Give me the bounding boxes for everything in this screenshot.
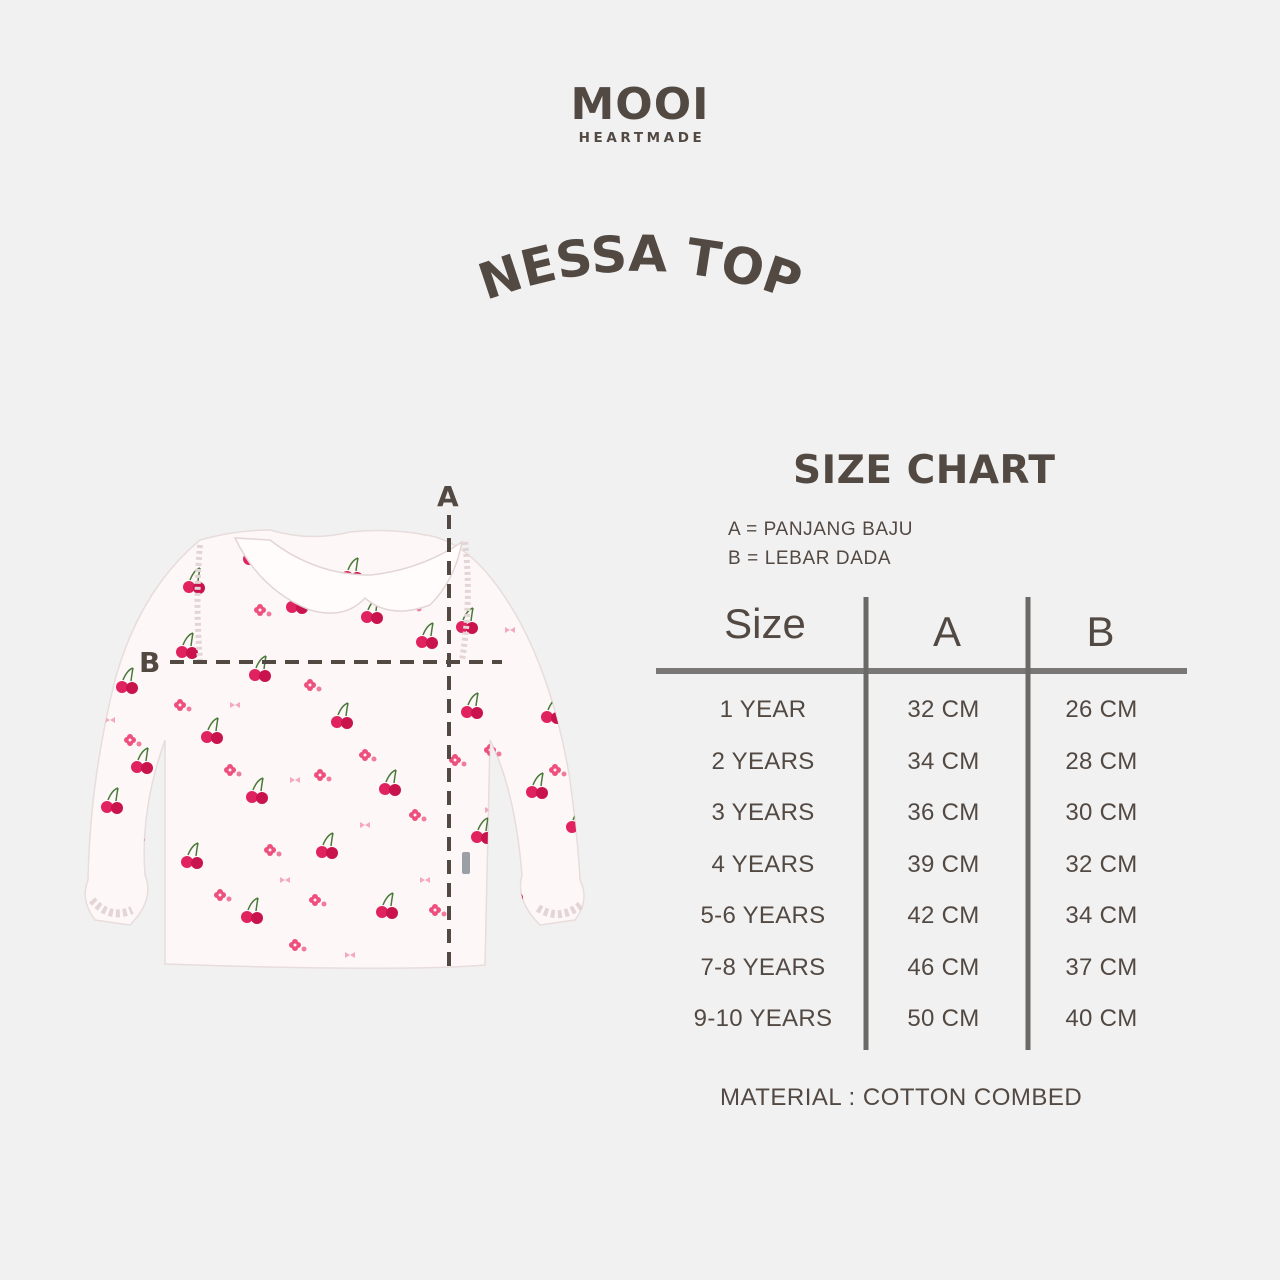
cell-a: 36 CM	[907, 799, 980, 826]
cell-b: 26 CM	[1065, 696, 1138, 723]
legend-b: B = LEBAR DADA	[728, 548, 892, 569]
size-chart-title: SIZE CHART	[793, 448, 1056, 493]
cell-size: 2 YEARS	[711, 747, 815, 775]
cell-a: 42 CM	[907, 902, 980, 929]
cell-a: 34 CM	[907, 747, 980, 775]
cell-size: 4 YEARS	[711, 850, 815, 878]
cell-a: 50 CM	[907, 1005, 980, 1032]
product-title: NESSA TOP	[471, 225, 808, 312]
cell-size: 7-8 YEARS	[700, 953, 826, 981]
measure-label-a: A	[437, 480, 459, 513]
cell-size: 1 YEAR	[719, 696, 807, 723]
brand-tagline: HEARTMADE	[578, 130, 706, 146]
garment-illustration	[84, 515, 585, 975]
cell-b: 30 CM	[1065, 799, 1138, 826]
cell-b: 32 CM	[1065, 850, 1138, 878]
cell-size: 9-10 YEARS	[693, 1005, 833, 1032]
cell-a: 46 CM	[907, 953, 980, 981]
cell-b: 28 CM	[1065, 747, 1138, 775]
cell-a: 32 CM	[907, 696, 980, 723]
column-header-b: B	[1086, 608, 1115, 655]
material-note: MATERIAL : COTTON COMBED	[720, 1084, 1083, 1111]
brand-logo: MOOI HEARTMADE	[0, 79, 1280, 147]
column-header-a: A	[932, 608, 961, 655]
cell-size: 5-6 YEARS	[700, 902, 826, 929]
cell-size: 3 YEARS	[711, 799, 815, 826]
brand-name: MOOI	[570, 79, 710, 130]
column-header-size: Size	[724, 600, 806, 647]
legend-a: A = PANJANG BAJU	[728, 519, 914, 540]
cell-a: 39 CM	[907, 850, 980, 878]
cell-b: 40 CM	[1065, 1005, 1138, 1032]
cell-b: 37 CM	[1065, 953, 1138, 981]
cell-b: 34 CM	[1065, 902, 1138, 929]
measure-label-b: B	[139, 646, 161, 679]
